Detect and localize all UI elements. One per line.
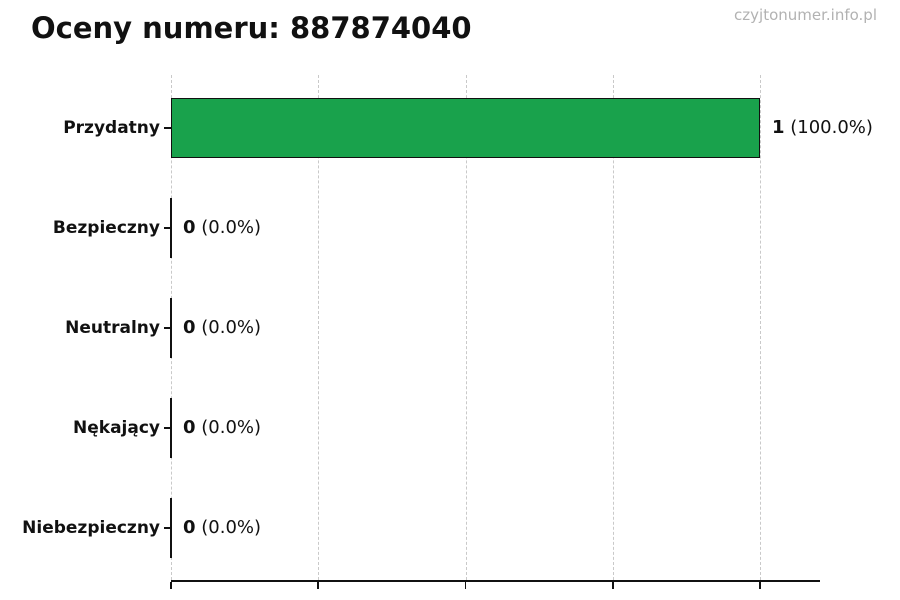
watermark-link[interactable]: czyjtonumer.info.pl [734,6,877,24]
bar-percent: (100.0%) [784,117,873,139]
gridline [612,75,614,580]
x-axis-tick [759,582,761,589]
bar-count: 0 [183,217,196,239]
bar-value-label: 0 (0.0%) [183,517,261,538]
bar-count: 0 [183,517,196,539]
category-label: Nękający [73,418,160,438]
bar-count: 0 [183,317,196,339]
gridline [760,75,761,580]
gridline [318,75,320,580]
bar-count: 0 [183,417,196,439]
bar-value-label: 0 (0.0%) [183,217,261,238]
bar-zero [170,398,172,458]
x-axis-tick [170,582,172,589]
x-axis-tick [317,582,320,589]
chart-title: Oceny numeru: 887874040 [31,11,472,45]
bar-percent: (0.0%) [195,317,262,339]
y-axis-tick [164,527,172,529]
gridline [465,75,467,580]
x-axis-tick [464,582,467,589]
y-axis-tick [164,227,172,229]
category-label: Niebezpieczny [22,518,160,538]
bar-percent: (0.0%) [195,417,262,439]
y-axis-tick [164,327,172,329]
category-label: Neutralny [65,318,160,338]
bar-zero [170,198,172,258]
bar-value-label: 0 (0.0%) [183,417,261,438]
bar-percent: (0.0%) [195,217,262,239]
x-axis-line [171,580,820,582]
y-axis-tick [164,127,172,129]
bar-value-label: 0 (0.0%) [183,317,261,338]
x-axis-tick [611,582,614,589]
bar-percent: (0.0%) [195,517,262,539]
y-axis-tick [164,427,172,429]
category-label: Przydatny [63,118,160,138]
bar-zero [170,498,172,558]
category-label: Bezpieczny [52,218,160,238]
bar-value-label: 1 (100.0%) [772,117,873,138]
bar [171,98,760,158]
bar-count: 1 [772,117,785,139]
bar-zero [170,298,172,358]
